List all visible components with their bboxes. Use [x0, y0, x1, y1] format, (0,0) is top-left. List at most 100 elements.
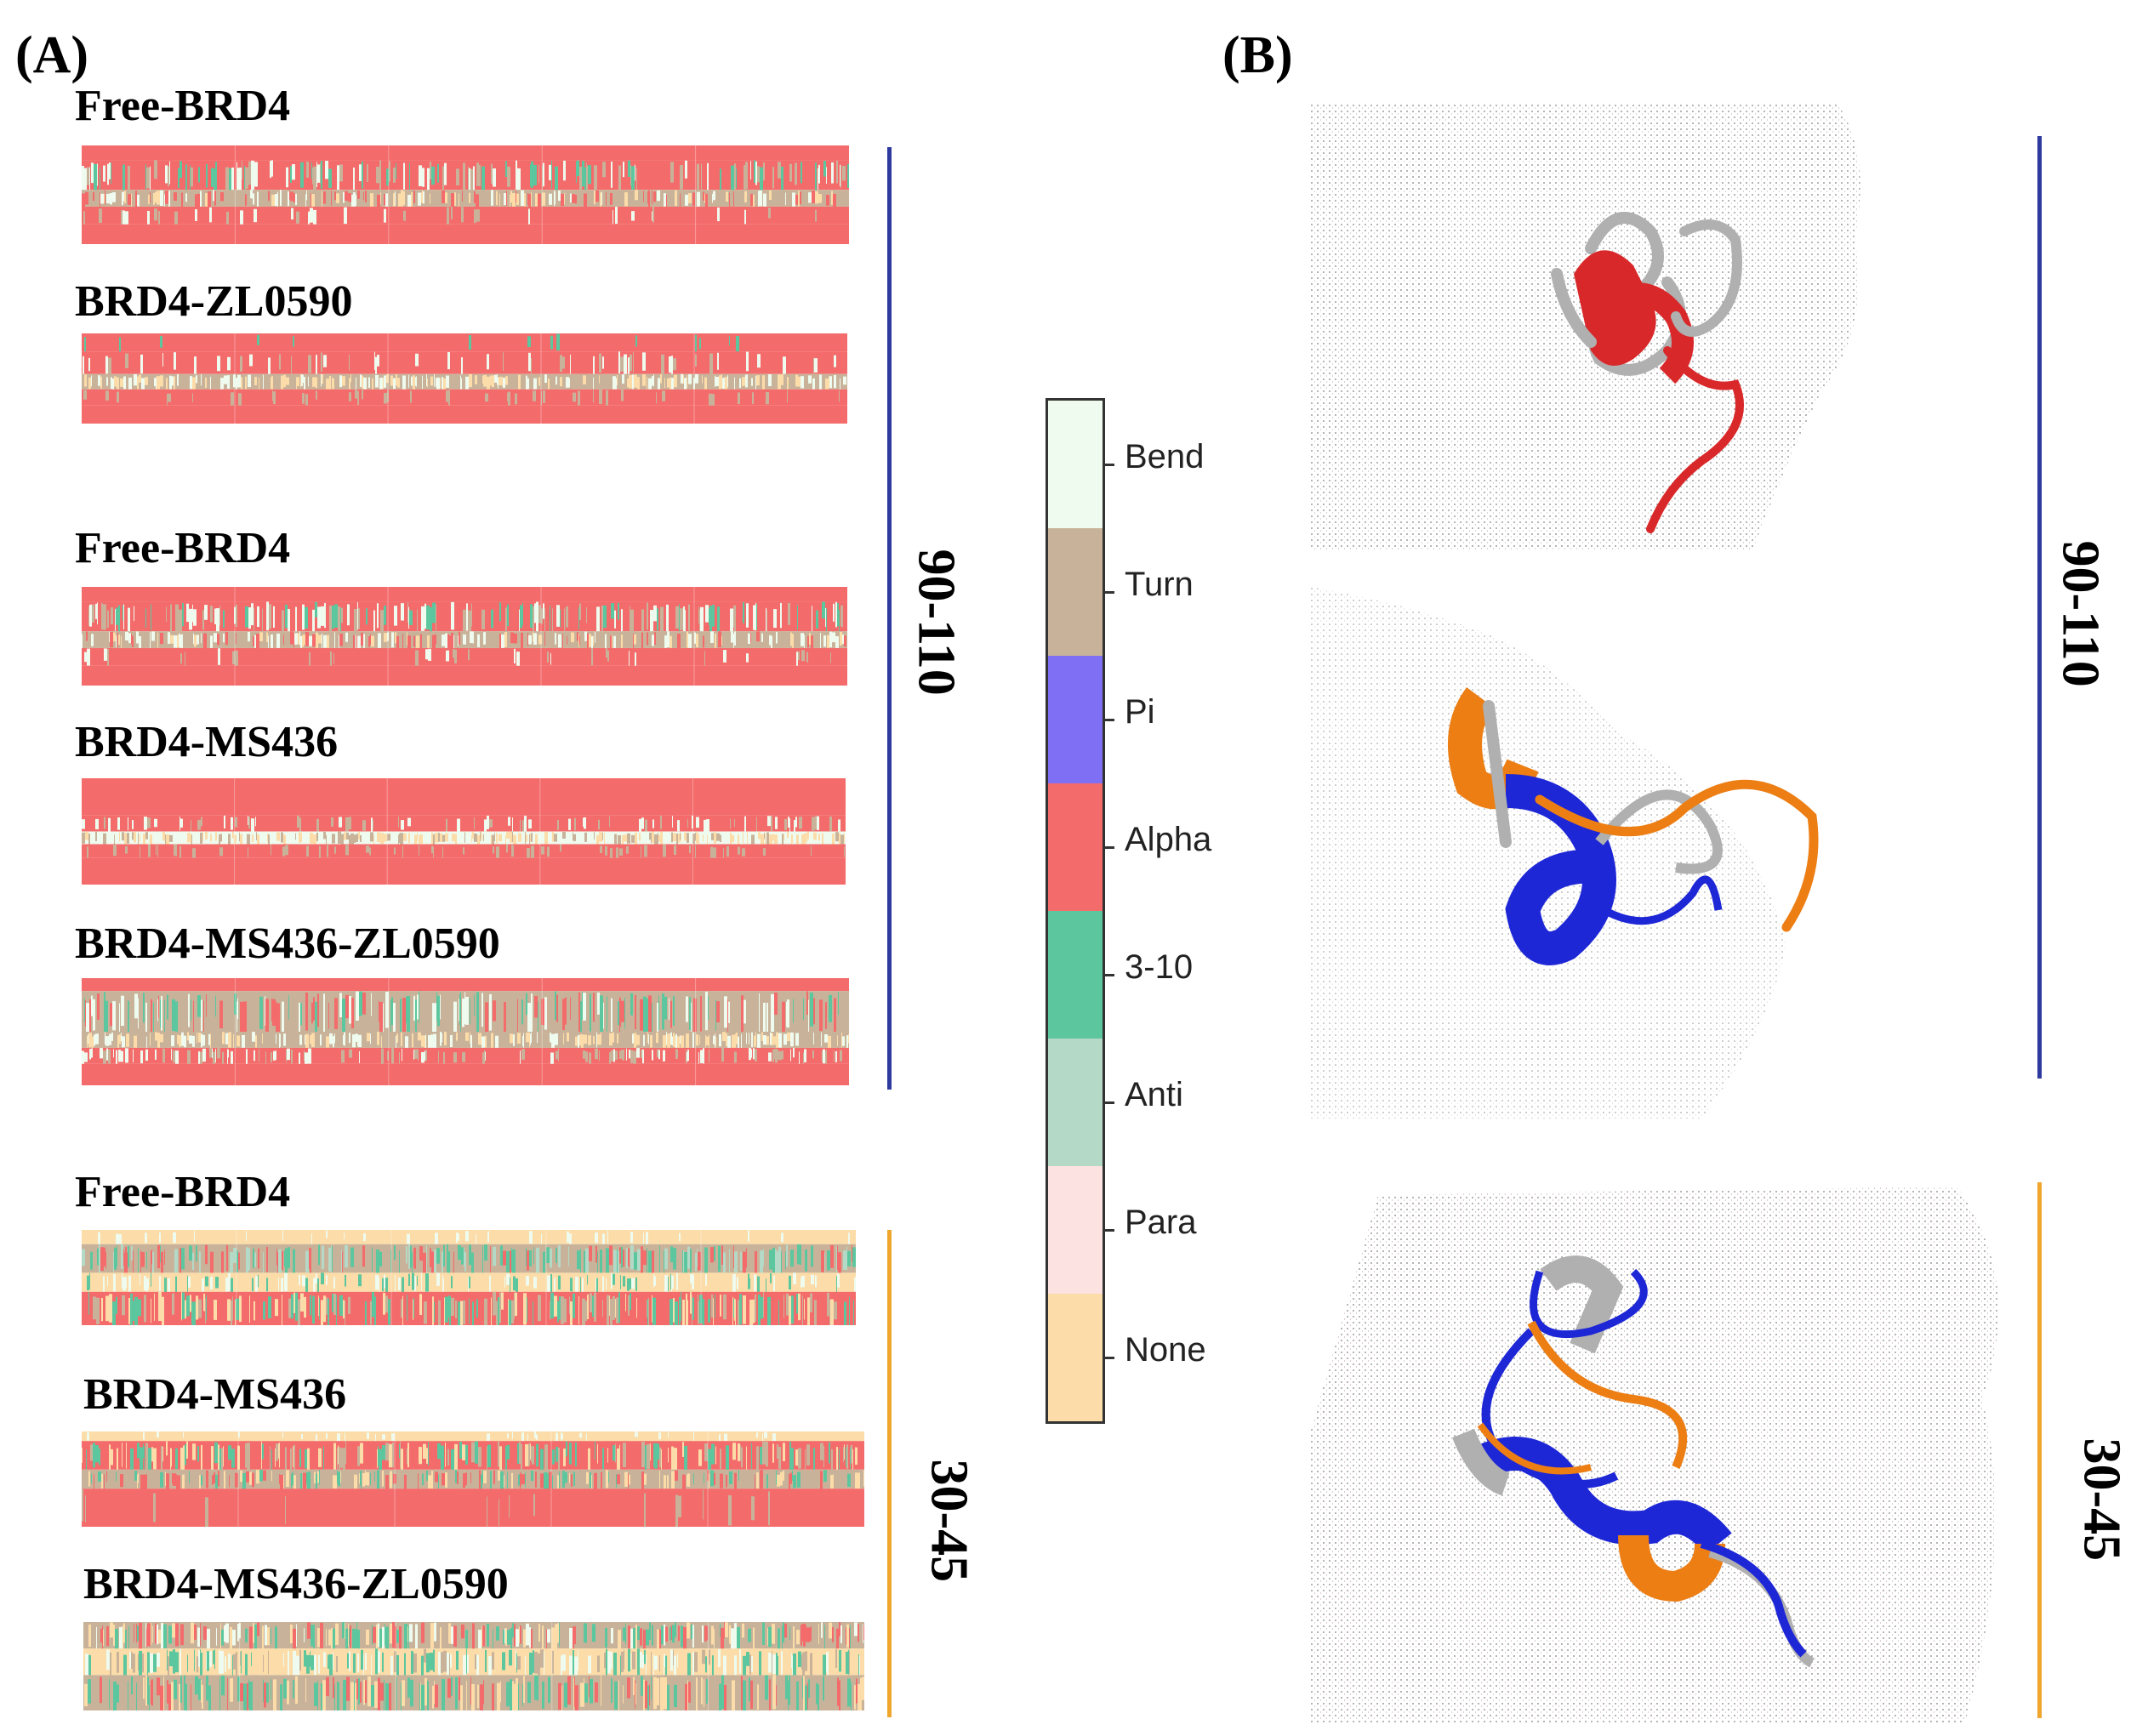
dssp-stripe: [209, 207, 212, 223]
dssp-stripe: [829, 994, 832, 1022]
dssp-stripe: [578, 606, 579, 630]
dssp-stripe: [862, 1676, 864, 1700]
dssp-stripe: [124, 191, 126, 203]
dssp-stripe: [440, 1627, 442, 1650]
dssp-stripe: [644, 1649, 646, 1665]
dssp-stripe: [527, 1682, 531, 1704]
dssp-stripe: [235, 817, 237, 828]
dssp-stripe: [282, 1431, 283, 1439]
dssp-stripe: [754, 1274, 756, 1292]
dssp-stripe: [573, 1626, 574, 1650]
dssp-stripe: [478, 1447, 481, 1467]
dssp-stripe: [708, 1299, 710, 1323]
dssp-stripe: [217, 1048, 220, 1059]
dssp-stripe: [86, 631, 88, 641]
dssp-stripe: [612, 635, 613, 650]
dssp-stripe: [231, 1449, 235, 1468]
dssp-stripe: [152, 1625, 153, 1643]
dssp-stripe: [367, 1033, 370, 1042]
dssp-stripe: [433, 834, 435, 845]
dssp-stripe: [384, 834, 387, 842]
dssp-stripe: [648, 378, 652, 390]
dssp-stripe: [823, 1446, 824, 1468]
dssp-stripe: [434, 373, 435, 387]
dssp-stripe: [596, 834, 597, 846]
dssp-stripe: [396, 1033, 398, 1043]
dssp-stripe: [846, 1624, 849, 1648]
dssp-stripe: [456, 168, 459, 185]
dssp-stripe: [729, 1625, 731, 1644]
dssp-stripe: [799, 1051, 800, 1065]
dssp-stripe: [166, 1441, 168, 1456]
dssp-stripe: [479, 164, 481, 186]
dssp-stripe: [332, 1246, 333, 1272]
dssp-stripe: [578, 1034, 579, 1048]
dssp-stripe: [508, 817, 510, 826]
dssp-stripe: [563, 1449, 566, 1466]
dssp-stripe: [698, 1052, 699, 1066]
dssp-stripe: [531, 1032, 532, 1043]
dssp-stripe: [399, 1250, 400, 1279]
dssp-stripe: [689, 997, 691, 1031]
dssp-stripe: [210, 1251, 214, 1275]
dssp-stripe: [179, 845, 181, 860]
dssp-stripe: [840, 834, 842, 845]
dssp-stripe: [723, 1655, 726, 1677]
dssp-stripe: [361, 1470, 362, 1489]
dssp-stripe: [360, 1443, 363, 1464]
dssp-stripe: [256, 832, 257, 840]
dssp-stripe: [310, 1295, 311, 1315]
dssp-stripe: [753, 605, 755, 630]
dssp-stripe: [307, 1448, 310, 1474]
dssp-stripe: [707, 1625, 708, 1641]
dssp-stripe: [101, 376, 102, 389]
dssp-stripe: [141, 378, 145, 390]
dssp-stripe: [671, 356, 673, 376]
dssp-stripe: [450, 1653, 452, 1668]
dssp-stripe: [730, 818, 731, 829]
dssp-stripe: [101, 1473, 103, 1488]
dssp-stripe: [571, 632, 574, 643]
dssp-stripe: [470, 631, 472, 644]
dssp-stripe: [772, 1675, 776, 1710]
dssp-stripe: [544, 832, 548, 845]
dssp-stripe: [646, 1232, 648, 1246]
dssp-stripe: [734, 377, 735, 391]
dssp-stripe: [145, 1443, 148, 1471]
dssp-stripe: [358, 831, 360, 840]
dssp-stripe: [681, 1035, 684, 1049]
dssp-stripe: [112, 1001, 116, 1031]
dssp-stripe: [768, 1626, 772, 1648]
dssp-stripe: [110, 1622, 113, 1638]
dssp-stripe: [560, 609, 561, 628]
dssp-stripe: [401, 820, 404, 830]
dssp-stripe: [791, 834, 792, 847]
dssp-stripe: [189, 1245, 192, 1261]
dssp-stripe: [126, 1277, 127, 1288]
dssp-stripe: [333, 378, 334, 390]
dssp-stripe: [86, 1003, 89, 1033]
dssp-stripe: [593, 356, 595, 376]
dssp-stripe: [290, 166, 292, 183]
dssp-stripe: [100, 1628, 102, 1643]
dssp-stripe: [776, 1470, 777, 1485]
dssp-stripe: [461, 357, 463, 376]
dssp-stripe: [237, 1676, 240, 1702]
dssp-stripe: [580, 1249, 581, 1274]
dssp-stripe: [664, 193, 666, 210]
dssp-stripe: [425, 649, 428, 660]
dssp-stripe: [143, 1677, 145, 1699]
dssp-stripe: [412, 1252, 413, 1278]
dssp-stripe: [729, 1471, 732, 1484]
dssp-stripe: [151, 631, 155, 641]
dssp-stripe: [772, 1624, 775, 1644]
dssp-stripe: [759, 1651, 761, 1677]
dssp-stripe: [351, 194, 353, 210]
dssp-band: [82, 978, 849, 992]
dssp-stripe: [808, 192, 812, 203]
dssp-stripe: [217, 1489, 220, 1514]
dssp-stripe: [521, 1443, 522, 1472]
dssp-stripe: [661, 354, 664, 377]
dssp-stripe: [148, 844, 151, 857]
dssp-stripe: [558, 190, 561, 202]
